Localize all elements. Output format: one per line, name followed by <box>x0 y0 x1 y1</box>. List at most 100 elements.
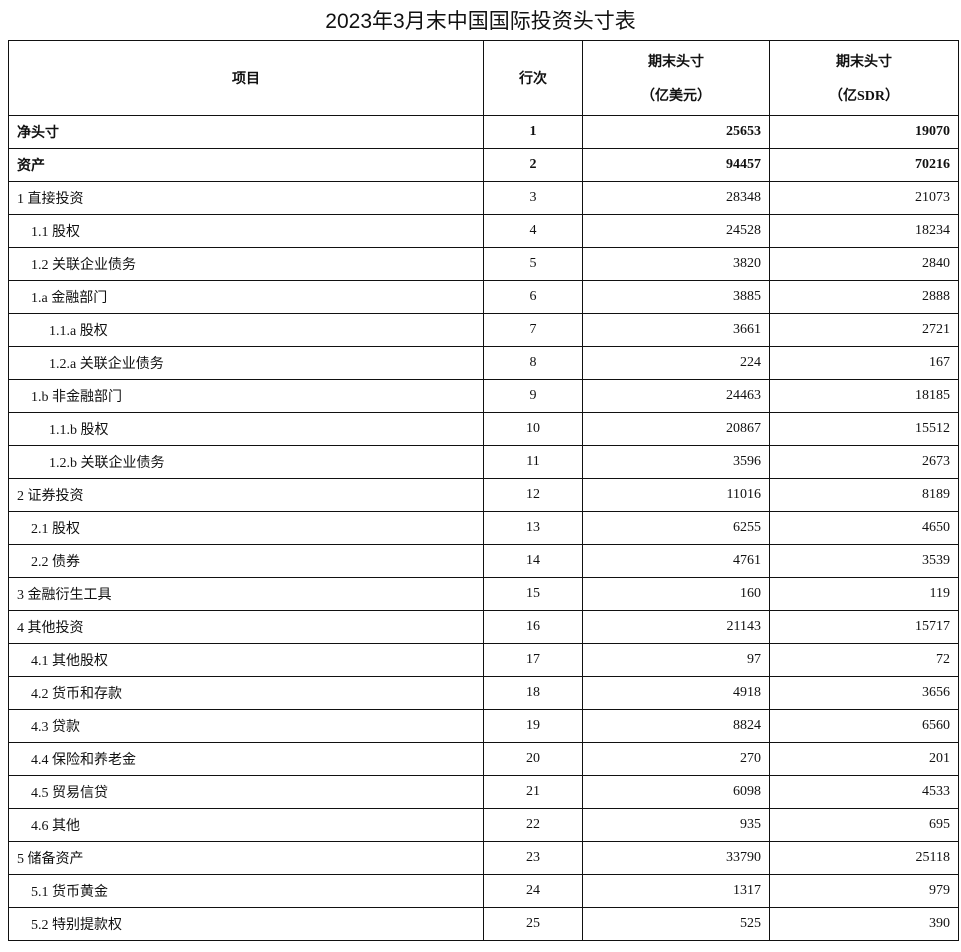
cell-usd: 3596 <box>582 445 770 479</box>
cell-row-no: 20 <box>483 742 583 776</box>
table-row: 2.1 股权 13 6255 4650 <box>8 511 959 545</box>
cell-item: 资产 <box>8 148 484 182</box>
cell-usd: 3820 <box>582 247 770 281</box>
table-row: 1.a 金融部门 6 3885 2888 <box>8 280 959 314</box>
cell-item: 4.6 其他 <box>8 808 484 842</box>
table-row: 1.2.b 关联企业债务 11 3596 2673 <box>8 445 959 479</box>
table-row: 1.1.a 股权 7 3661 2721 <box>8 313 959 347</box>
table-row: 4 其他投资 16 21143 15717 <box>8 610 959 644</box>
cell-item: 1.1.b 股权 <box>8 412 484 446</box>
cell-usd: 3661 <box>582 313 770 347</box>
cell-item: 5 储备资产 <box>8 841 484 875</box>
cell-usd: 28348 <box>582 181 770 215</box>
cell-item: 2.2 债券 <box>8 544 484 578</box>
header-sdr-line2: （亿SDR） <box>828 89 899 104</box>
table-row: 1.1 股权 4 24528 18234 <box>8 214 959 248</box>
cell-item: 4.5 贸易信贷 <box>8 775 484 809</box>
table-row: 4.4 保险和养老金 20 270 201 <box>8 742 959 776</box>
table-row: 3 金融衍生工具 15 160 119 <box>8 577 959 611</box>
cell-item: 1.a 金融部门 <box>8 280 484 314</box>
cell-row-no: 13 <box>483 511 583 545</box>
cell-usd: 20867 <box>582 412 770 446</box>
table-row: 1 直接投资 3 28348 21073 <box>8 181 959 215</box>
cell-row-no: 9 <box>483 379 583 413</box>
cell-sdr: 979 <box>769 874 959 908</box>
header-row-no: 行次 <box>483 40 583 116</box>
cell-sdr: 2840 <box>769 247 959 281</box>
table-row: 净头寸 1 25653 19070 <box>8 115 959 149</box>
iip-table: 项目 行次 期末头寸 （亿美元） 期末头寸 （亿SDR） 净头寸 1 25653 1907… <box>8 40 959 941</box>
cell-sdr: 21073 <box>769 181 959 215</box>
cell-row-no: 12 <box>483 478 583 512</box>
cell-row-no: 3 <box>483 181 583 215</box>
cell-usd: 935 <box>582 808 770 842</box>
table-row: 5 储备资产 23 33790 25118 <box>8 841 959 875</box>
cell-usd: 94457 <box>582 148 770 182</box>
cell-row-no: 14 <box>483 544 583 578</box>
cell-row-no: 5 <box>483 247 583 281</box>
cell-sdr: 3656 <box>769 676 959 710</box>
cell-sdr: 18185 <box>769 379 959 413</box>
cell-item: 1.2 关联企业债务 <box>8 247 484 281</box>
cell-sdr: 70216 <box>769 148 959 182</box>
table-row: 1.2 关联企业债务 5 3820 2840 <box>8 247 959 281</box>
cell-row-no: 21 <box>483 775 583 809</box>
cell-item: 2 证券投资 <box>8 478 484 512</box>
table-row: 2 证券投资 12 11016 8189 <box>8 478 959 512</box>
cell-sdr: 18234 <box>769 214 959 248</box>
cell-sdr: 695 <box>769 808 959 842</box>
cell-sdr: 390 <box>769 907 959 941</box>
page-title: 2023年3月末中国国际投资头寸表 <box>325 10 636 33</box>
table-header-row: 项目 行次 期末头寸 （亿美元） 期末头寸 （亿SDR） <box>8 40 959 116</box>
table-row: 5.1 货币黄金 24 1317 979 <box>8 874 959 908</box>
cell-row-no: 16 <box>483 610 583 644</box>
header-usd-line1: 期末头寸 <box>648 55 704 70</box>
cell-usd: 21143 <box>582 610 770 644</box>
cell-sdr: 2888 <box>769 280 959 314</box>
cell-usd: 525 <box>582 907 770 941</box>
cell-item: 4 其他投资 <box>8 610 484 644</box>
header-usd-line2: （亿美元） <box>641 89 711 104</box>
cell-row-no: 15 <box>483 577 583 611</box>
cell-row-no: 24 <box>483 874 583 908</box>
cell-sdr: 25118 <box>769 841 959 875</box>
table-row: 4.6 其他 22 935 695 <box>8 808 959 842</box>
cell-usd: 160 <box>582 577 770 611</box>
cell-usd: 1317 <box>582 874 770 908</box>
header-sdr-line1: 期末头寸 <box>836 55 892 70</box>
cell-row-no: 22 <box>483 808 583 842</box>
table-row: 2.2 债券 14 4761 3539 <box>8 544 959 578</box>
cell-item: 4.1 其他股权 <box>8 643 484 677</box>
cell-sdr: 119 <box>769 577 959 611</box>
cell-usd: 24463 <box>582 379 770 413</box>
table-row: 资产 2 94457 70216 <box>8 148 959 182</box>
cell-row-no: 1 <box>483 115 583 149</box>
cell-item: 2.1 股权 <box>8 511 484 545</box>
cell-item: 5.2 特别提款权 <box>8 907 484 941</box>
table-row: 4.5 贸易信贷 21 6098 4533 <box>8 775 959 809</box>
cell-sdr: 19070 <box>769 115 959 149</box>
cell-row-no: 8 <box>483 346 583 380</box>
table-row: 1.1.b 股权 10 20867 15512 <box>8 412 959 446</box>
cell-usd: 224 <box>582 346 770 380</box>
cell-item: 1.2.b 关联企业债务 <box>8 445 484 479</box>
cell-sdr: 15512 <box>769 412 959 446</box>
cell-item: 净头寸 <box>8 115 484 149</box>
cell-usd: 8824 <box>582 709 770 743</box>
cell-item: 1.2.a 关联企业债务 <box>8 346 484 380</box>
header-item: 项目 <box>8 40 484 116</box>
cell-item: 1 直接投资 <box>8 181 484 215</box>
cell-sdr: 8189 <box>769 478 959 512</box>
cell-sdr: 167 <box>769 346 959 380</box>
cell-item: 3 金融衍生工具 <box>8 577 484 611</box>
table-row: 1.b 非金融部门 9 24463 18185 <box>8 379 959 413</box>
cell-row-no: 4 <box>483 214 583 248</box>
table-row: 4.1 其他股权 17 97 72 <box>8 643 959 677</box>
cell-row-no: 11 <box>483 445 583 479</box>
cell-item: 4.2 货币和存款 <box>8 676 484 710</box>
header-usd: 期末头寸 （亿美元） <box>582 40 770 116</box>
cell-usd: 4918 <box>582 676 770 710</box>
cell-item: 1.1 股权 <box>8 214 484 248</box>
cell-row-no: 18 <box>483 676 583 710</box>
cell-row-no: 2 <box>483 148 583 182</box>
